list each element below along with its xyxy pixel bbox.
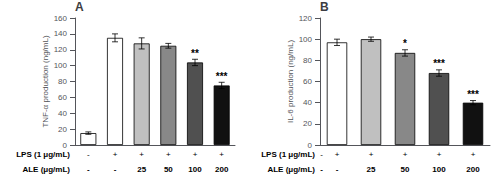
svg-text:60: 60 [58,93,67,102]
svg-text:ALE (μg/mL): ALE (μg/mL) [22,165,70,174]
svg-text:100: 100 [188,165,202,174]
svg-text:+: + [193,150,198,159]
svg-text:-: - [320,165,323,174]
svg-text:-: - [87,165,90,174]
svg-text:80: 80 [58,77,67,86]
svg-text:80: 80 [303,56,312,65]
svg-text:**: ** [191,48,199,59]
svg-text:60: 60 [303,77,312,86]
svg-text:+: + [166,150,171,159]
svg-text:40: 40 [58,109,67,118]
svg-text:+: + [471,150,476,159]
svg-text:***: *** [467,89,479,100]
svg-text:+: + [139,150,144,159]
svg-text:160: 160 [54,14,68,23]
svg-text:200: 200 [215,165,229,174]
svg-text:+: + [113,150,118,159]
svg-text:100: 100 [432,165,446,174]
svg-text:+: + [219,150,224,159]
svg-text:120: 120 [54,45,68,54]
svg-text:-: - [336,165,339,174]
svg-text:+: + [335,150,340,159]
svg-text:0: 0 [63,141,68,150]
svg-text:140: 140 [54,29,68,38]
svg-text:120: 120 [299,14,313,23]
svg-text:25: 25 [367,165,376,174]
svg-text:A: A [75,0,84,14]
svg-text:40: 40 [303,98,312,107]
svg-text:200: 200 [466,165,480,174]
svg-text:+: + [403,150,408,159]
svg-text:B: B [320,0,329,14]
svg-text:-: - [87,150,90,159]
svg-text:IL-6 production (ng/mL): IL-6 production (ng/mL) [286,40,295,123]
svg-text:20: 20 [58,125,67,134]
svg-text:-: - [114,165,117,174]
svg-text:***: *** [216,71,228,82]
svg-text:+: + [437,150,442,159]
svg-text:0: 0 [308,141,313,150]
svg-text:ALE (μg/mL): ALE (μg/mL) [267,165,315,174]
svg-text:LPS (1 μg/mL): LPS (1 μg/mL) [261,150,315,159]
svg-text:50: 50 [164,165,173,174]
svg-text:***: *** [433,58,445,69]
svg-text:-: - [320,150,323,159]
svg-text:100: 100 [54,61,68,70]
svg-text:TNF-α production (ng/mL): TNF-α production (ng/mL) [41,35,50,128]
svg-text:*: * [403,38,407,49]
svg-text:+: + [369,150,374,159]
svg-text:20: 20 [303,119,312,128]
svg-text:LPS (1 μg/mL): LPS (1 μg/mL) [16,150,70,159]
svg-text:50: 50 [401,165,410,174]
svg-text:100: 100 [299,35,313,44]
svg-text:25: 25 [137,165,146,174]
